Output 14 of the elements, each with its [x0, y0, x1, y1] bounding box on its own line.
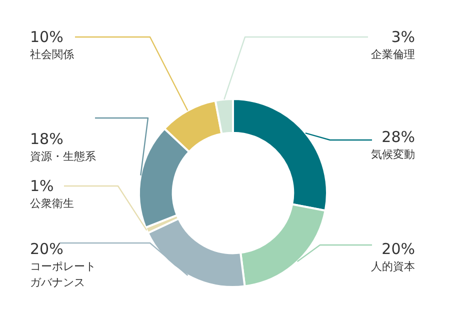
slice-label: 企業倫理 — [371, 47, 415, 63]
data-label: 10% — [30, 27, 64, 47]
data-label: 18% — [30, 129, 64, 149]
slice-label: 資源・生態系 — [30, 149, 96, 165]
slice-label: コーポレートガバナンス — [30, 259, 96, 291]
slice-label: 気候変動 — [371, 147, 415, 163]
slice-label: 公衆衛生 — [30, 196, 74, 212]
data-label: 28% — [380, 127, 415, 147]
slice-label: 人的資本 — [371, 259, 415, 275]
data-label: 20% — [30, 239, 64, 259]
data-label: 1% — [30, 176, 55, 196]
data-label: 3% — [390, 27, 415, 47]
slice-label: 社会関係 — [30, 47, 74, 63]
data-label: 20% — [380, 239, 415, 259]
